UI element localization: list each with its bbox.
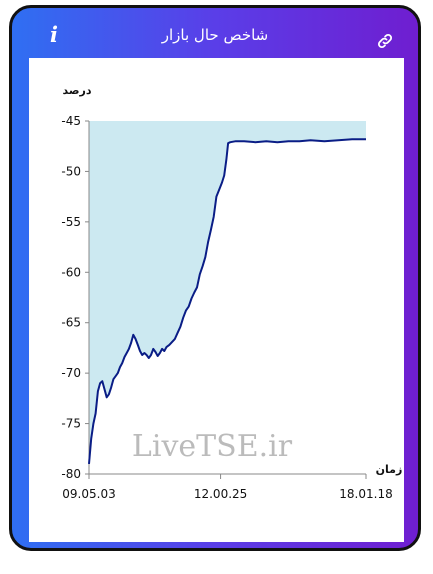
y-tick-label: -45	[61, 114, 81, 128]
x-tick-label: 12.00.25	[194, 487, 247, 501]
x-tick-label: 18.01.18	[339, 487, 392, 501]
y-tick-label: -60	[61, 265, 81, 279]
info-icon[interactable]: i	[50, 22, 58, 47]
y-tick-label: -75	[61, 417, 81, 431]
chart: -45 -50 -55 -60 -65 -70 -75 -80 09.05.03 12.00.25…	[61, 84, 403, 501]
market-index-card: i شاخص حال بازار -45 -50 -55 -60 -65 -70 -75 -8…	[9, 5, 421, 551]
x-axis-label: زمان	[376, 463, 403, 476]
area-fill	[89, 121, 366, 464]
watermark: LiveTSE.ir	[132, 429, 293, 464]
x-tick-label: 09.05.03	[62, 487, 115, 501]
y-tick-label: -65	[61, 316, 81, 330]
chart-panel: -45 -50 -55 -60 -65 -70 -75 -80 09.05.03 12.00.25…	[29, 58, 404, 542]
y-tick-label: -55	[61, 215, 81, 229]
y-tick-label: -50	[61, 164, 81, 178]
page-title: شاخص حال بازار	[161, 26, 269, 44]
y-axis-label: درصد	[63, 84, 92, 97]
series-line	[88, 138, 366, 464]
y-tick-label: -80	[61, 467, 81, 481]
link-icon[interactable]	[376, 32, 394, 50]
y-tick-label: -70	[61, 366, 81, 380]
